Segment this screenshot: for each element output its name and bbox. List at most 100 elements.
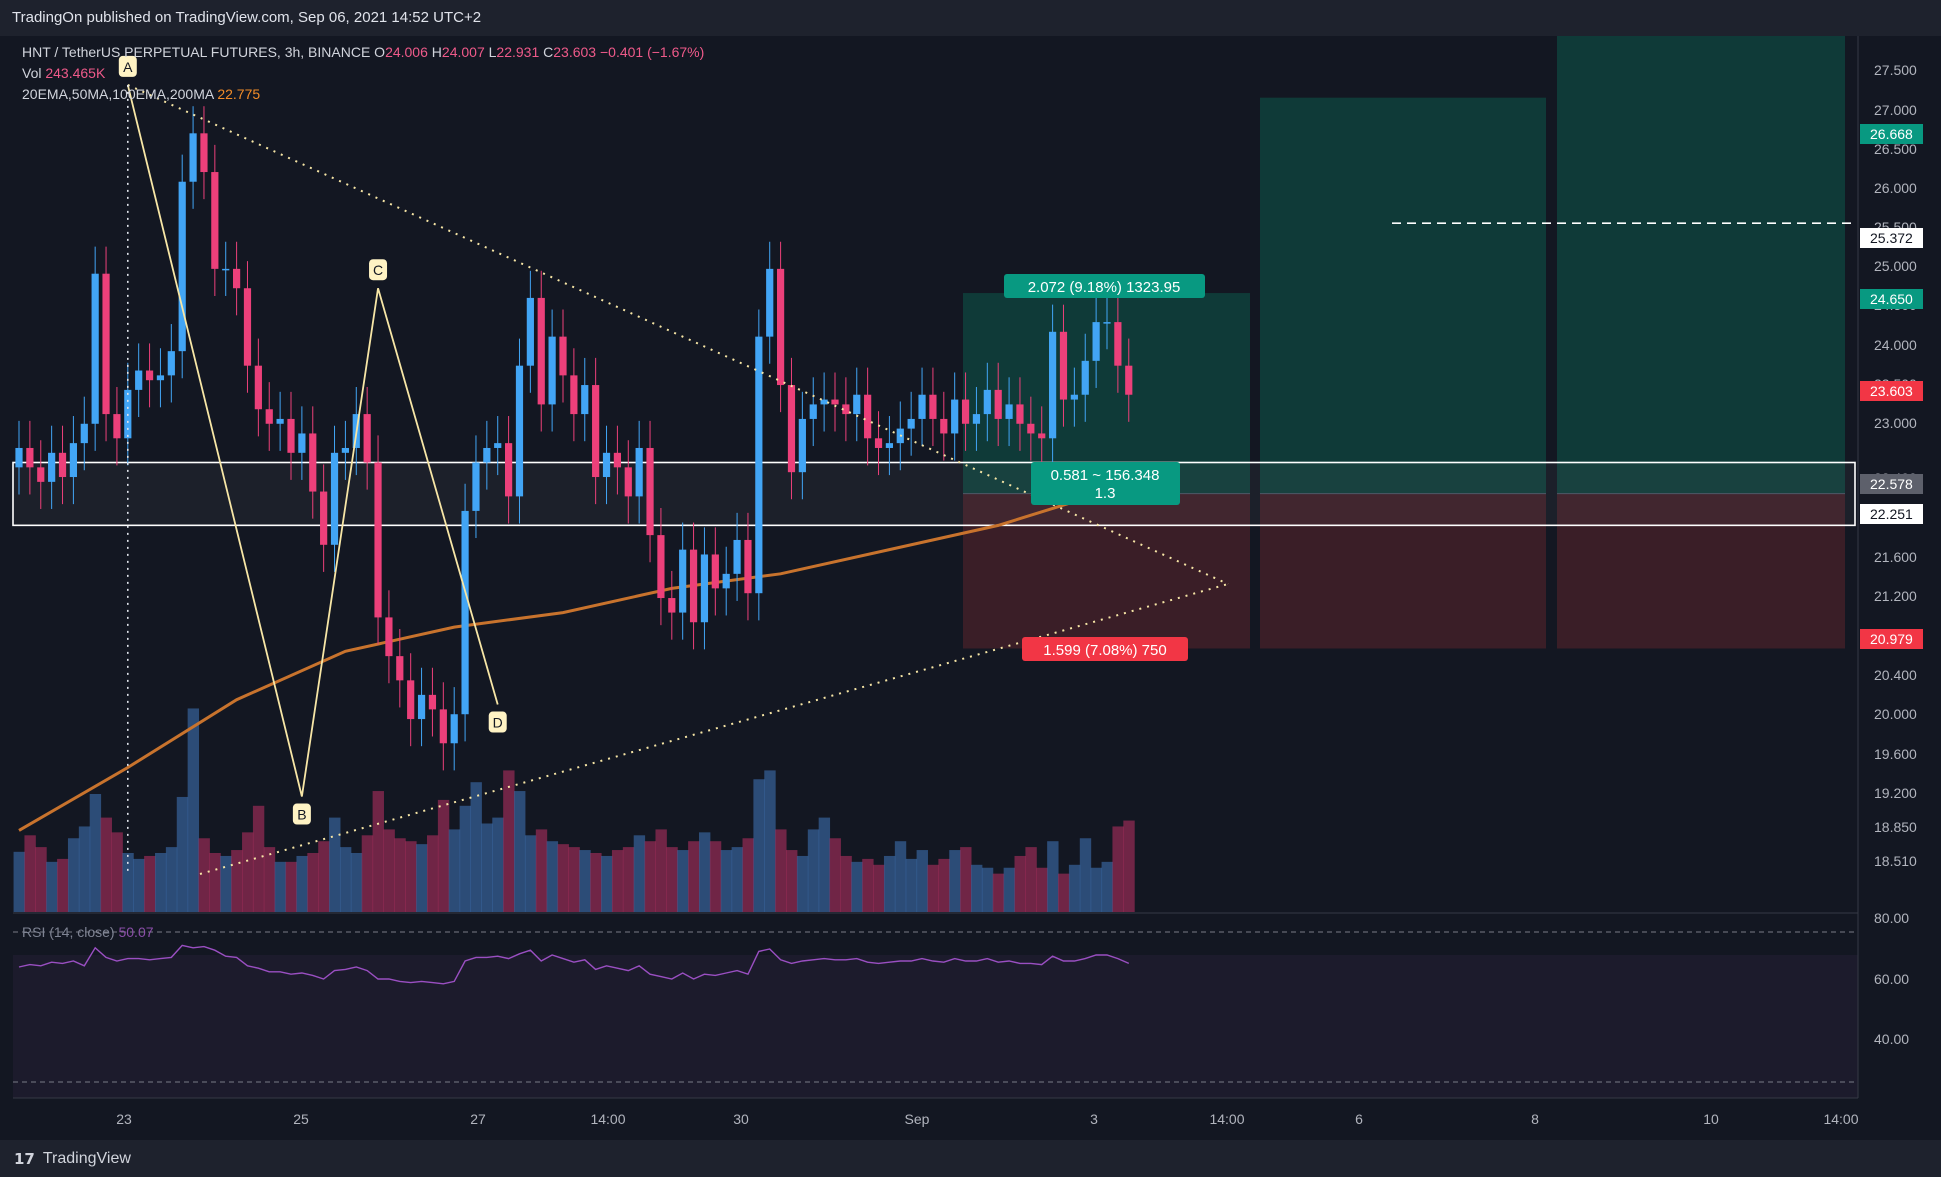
candle-body — [951, 399, 959, 434]
candle-body — [940, 418, 948, 434]
volume-bar — [285, 861, 297, 912]
volume-bar — [829, 838, 841, 912]
candle-body — [494, 443, 502, 448]
volume-bar — [405, 841, 417, 912]
price-tag: 26.668 — [1870, 126, 1913, 142]
ratio-label-box — [1031, 462, 1180, 505]
candle-body — [396, 656, 404, 681]
candle-body — [733, 539, 741, 574]
candle-body — [766, 268, 774, 337]
candle-body — [657, 535, 665, 599]
volume-bar — [927, 864, 939, 912]
abcd-pattern-line — [126, 84, 499, 797]
tradingview-brand[interactable]: TradingView — [42, 1149, 131, 1167]
volume-bar — [1123, 820, 1135, 912]
candle-body — [592, 385, 600, 478]
candle-body — [755, 336, 763, 594]
time-axis-tick: 25 — [293, 1111, 309, 1127]
volume-bar — [133, 858, 145, 912]
volume-bar — [644, 841, 656, 912]
time-axis-tick: 30 — [733, 1111, 749, 1127]
volume-bar — [731, 847, 744, 912]
candle-body — [831, 399, 839, 405]
candle-body — [330, 452, 339, 545]
pattern-point-label: A — [123, 59, 133, 75]
candle-body — [646, 447, 654, 536]
volume-bar — [165, 847, 178, 912]
price-axis-tick: 25.000 — [1874, 258, 1917, 274]
candle-body — [1103, 322, 1111, 324]
candle-body — [570, 375, 578, 415]
volume-bar — [601, 855, 613, 912]
volume-bar — [220, 855, 232, 912]
volume-bar — [699, 832, 711, 912]
volume-bar — [579, 850, 591, 912]
publish-banner: TradingOn published on TradingView.com, … — [0, 0, 1941, 36]
volume-bar — [1025, 847, 1037, 912]
price-axis-tick: 24.000 — [1874, 337, 1917, 353]
candle-body — [233, 268, 241, 289]
legend-rsi-row: RSI (14, close) 50.07 — [22, 924, 154, 940]
candle-body — [972, 414, 981, 424]
volume-bar — [949, 850, 961, 912]
volume-bar — [503, 770, 515, 912]
pattern-point-badge — [292, 803, 311, 825]
volume-bar — [361, 835, 374, 912]
candle-body — [537, 297, 545, 405]
volume-bar — [807, 829, 820, 912]
long-position-profit-zone — [1557, 36, 1845, 494]
volume-bar — [992, 873, 1005, 912]
candle-body — [505, 443, 513, 497]
volume-bar — [67, 838, 80, 912]
pattern-point-label: D — [493, 715, 503, 731]
volume-bar — [252, 805, 265, 912]
time-axis-tick: Sep — [905, 1111, 930, 1127]
candle-body — [711, 554, 719, 589]
legend-open-label: O — [374, 44, 386, 60]
volume-bar — [383, 829, 395, 912]
volume-bar — [775, 829, 787, 912]
candle-body — [874, 438, 883, 448]
legend-close-label: C — [543, 44, 554, 60]
volume-bar — [394, 838, 406, 912]
volume-bar — [764, 770, 776, 912]
volume-bar — [492, 817, 504, 912]
upper-trendline-dotted — [127, 83, 1229, 585]
volume-bar — [296, 855, 308, 912]
legend-high: 24.007 — [441, 44, 485, 60]
volume-bar — [144, 855, 156, 912]
candle-body — [417, 694, 426, 720]
candle-body — [483, 447, 491, 463]
candle-body — [1016, 404, 1024, 424]
volume-bar — [46, 861, 58, 912]
price-axis-background — [1858, 36, 1941, 1098]
rsi-band — [13, 955, 1858, 1115]
candle-body — [559, 336, 567, 376]
volume-bar — [720, 850, 733, 912]
candle-body — [918, 394, 926, 419]
candle-body — [1038, 433, 1046, 439]
volume-bar — [524, 835, 537, 912]
volume-bar — [470, 782, 482, 912]
pattern-point-label: B — [297, 807, 306, 823]
risk-reward-label: 1.3 — [1095, 485, 1116, 502]
time-axis-tick: 27 — [470, 1111, 486, 1127]
long-position-loss-zone — [1557, 493, 1845, 649]
legend-ma-row: 20EMA,50MA,100EMA,200MA 22.775 — [22, 86, 260, 102]
candle-body — [407, 680, 415, 720]
candle-body — [1049, 331, 1057, 439]
candle-body — [700, 554, 709, 623]
pattern-point-badge — [118, 55, 137, 77]
candle-body — [994, 389, 1002, 419]
candle-body — [722, 573, 730, 589]
legend-change: −0.401 (−1.67%) — [599, 44, 705, 60]
price-axis-tick: 20.400 — [1874, 667, 1917, 683]
legend-close: 23.603 — [553, 44, 597, 60]
volume-bar — [78, 826, 91, 912]
price-chart[interactable]: A B C D 2.072 (9.18%) 1323.95 1.599 (7.08%) 7… — [0, 36, 1941, 1140]
candle-body — [439, 709, 447, 744]
candle-body — [1005, 404, 1013, 419]
price-axis-tick: 18.850 — [1874, 819, 1917, 835]
volume-bar — [187, 708, 200, 912]
volume-bar — [590, 853, 602, 912]
